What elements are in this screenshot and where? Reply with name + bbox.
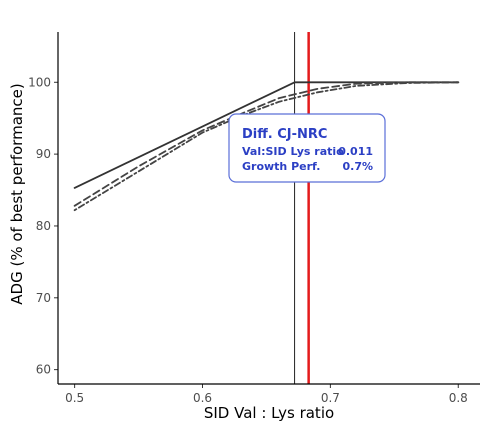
annotation-row-value: 0.011: [338, 145, 373, 158]
y-tick-label: 80: [36, 219, 51, 233]
annotation-row-value: 0.7%: [342, 160, 373, 173]
y-tick-label: 60: [36, 363, 51, 377]
x-tick-label: 0.8: [449, 391, 468, 405]
y-tick-label: 70: [36, 291, 51, 305]
series-line-dashed: [73, 81, 460, 207]
annotation-row-label: Growth Perf.: [242, 160, 320, 173]
y-tick-label: 100: [28, 75, 51, 89]
annotation-box-frame: [228, 113, 386, 183]
x-tick-label: 0.5: [65, 391, 84, 405]
x-tick-label: 0.7: [321, 391, 340, 405]
y-tick-label: 90: [36, 147, 51, 161]
x-tick-label: 0.6: [193, 391, 212, 405]
x-axis-label: SID Val : Lys ratio: [204, 404, 334, 422]
y-axis-label: ADG (% of best performance): [8, 83, 26, 304]
series-line-dotdash: [73, 81, 460, 212]
annotation-title: Diff. CJ-NRC: [242, 127, 327, 142]
annotation-row-label: Val:SID Lys ratio: [242, 145, 344, 158]
annotation-box: Diff. CJ-NRC Val:SID Lys ratio 0.011 Gro…: [228, 113, 386, 183]
